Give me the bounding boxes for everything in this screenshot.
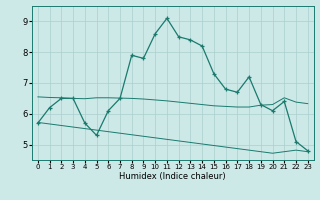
X-axis label: Humidex (Indice chaleur): Humidex (Indice chaleur): [119, 172, 226, 181]
